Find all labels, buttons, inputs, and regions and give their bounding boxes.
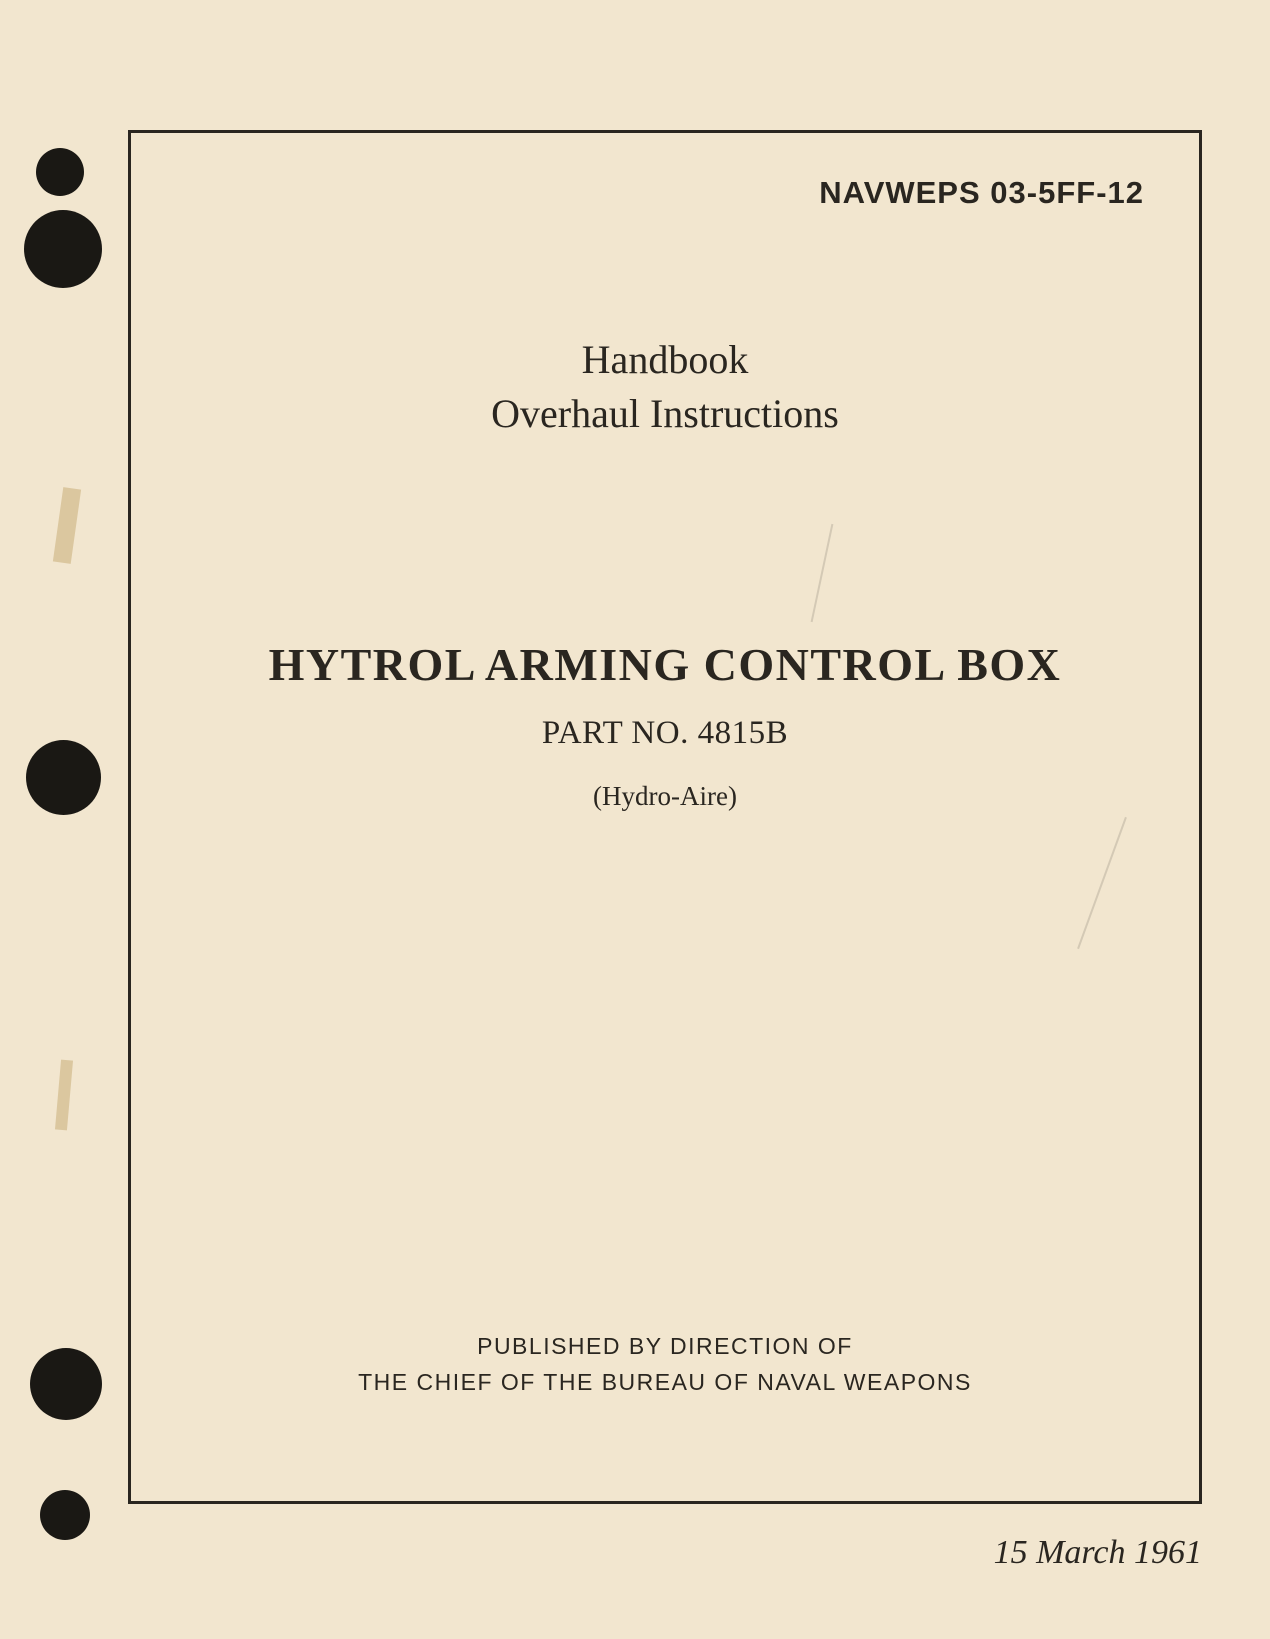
publisher-block: PUBLISHED BY DIRECTION OF THE CHIEF OF T… (131, 1329, 1199, 1400)
punch-hole (40, 1490, 90, 1540)
manufacturer: (Hydro-Aire) (131, 781, 1199, 812)
publisher-line: THE CHIEF OF THE BUREAU OF NAVAL WEAPONS (131, 1365, 1199, 1401)
page-container: NAVWEPS 03-5FF-12 Handbook Overhaul Inst… (0, 0, 1270, 1639)
publisher-line: PUBLISHED BY DIRECTION OF (131, 1329, 1199, 1365)
paper-mark (53, 487, 81, 564)
part-number: PART NO. 4815B (131, 715, 1199, 752)
publication-date: 15 March 1961 (994, 1534, 1202, 1572)
main-title: HYTROL ARMING CONTROL BOX (131, 638, 1199, 691)
handbook-title: Handbook Overhaul Instructions (131, 333, 1199, 441)
document-number: NAVWEPS 03-5FF-12 (819, 175, 1144, 211)
paper-scratch (1077, 817, 1127, 949)
punch-hole (36, 148, 84, 196)
paper-mark (55, 1060, 73, 1131)
punch-hole (26, 740, 101, 815)
overhaul-label: Overhaul Instructions (131, 387, 1199, 441)
paper-scratch (811, 524, 834, 622)
handbook-label: Handbook (131, 333, 1199, 387)
content-border: NAVWEPS 03-5FF-12 Handbook Overhaul Inst… (128, 130, 1202, 1504)
punch-hole (24, 210, 102, 288)
punch-hole (30, 1348, 102, 1420)
